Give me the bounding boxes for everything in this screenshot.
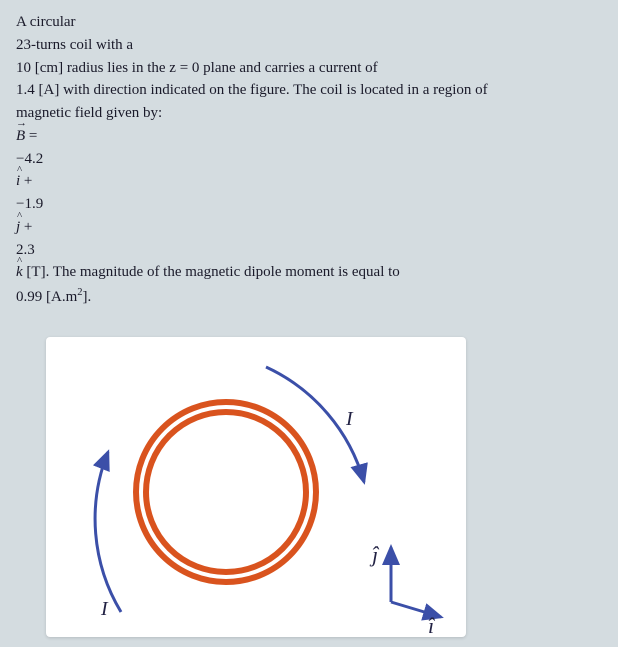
k-unit-line: k [T]. The magnitude of the magnetic dip…	[16, 262, 602, 284]
text-line: A circular	[16, 12, 602, 34]
coil-inner	[146, 412, 306, 572]
text-line: 10 [cm] radius lies in the z = 0 plane a…	[16, 58, 602, 80]
b-vector-line: B =	[16, 126, 602, 148]
coil-diagram: I I ĵ î	[46, 337, 466, 637]
bz-value: 2.3	[16, 240, 602, 262]
current-arrow-left	[95, 452, 121, 612]
problem-statement: A circular 23-turns coil with a 10 [cm] …	[16, 12, 602, 309]
figure-container: I I ĵ î	[16, 327, 602, 647]
text-line: 1.4 [A] with direction indicated on the …	[16, 80, 602, 102]
diagram-svg: I I ĵ î	[46, 337, 466, 637]
label-j-hat: ĵ	[369, 542, 380, 567]
coil-outer	[136, 402, 316, 582]
bx-value: −4.2	[16, 149, 602, 171]
label-I-left: I	[100, 598, 109, 620]
text-line: 23-turns coil with a	[16, 35, 602, 57]
i-unit-line: i +	[16, 171, 602, 193]
label-I-right: I	[345, 408, 354, 430]
text-line: magnetic field given by:	[16, 103, 602, 125]
answer-line: 0.99 [A.m2].	[16, 285, 602, 309]
j-unit-line: j +	[16, 217, 602, 239]
by-value: −1.9	[16, 194, 602, 216]
